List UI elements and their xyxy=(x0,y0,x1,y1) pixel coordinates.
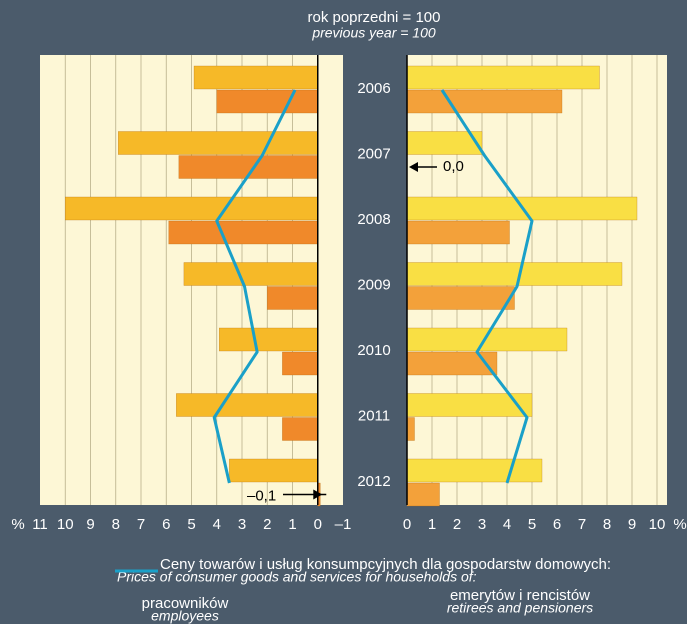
line-series xyxy=(440,89,534,484)
x-tick-label: 11 xyxy=(32,516,48,533)
x-tick-label: –1 xyxy=(335,516,352,533)
x-tick-label: 6 xyxy=(553,516,561,533)
panel-caption-en: retirees and pensioners xyxy=(447,600,593,616)
title: rok poprzedni = 100 xyxy=(307,9,440,26)
panel-caption-en: employees xyxy=(151,608,219,624)
bar xyxy=(183,262,318,286)
x-tick-label: 3 xyxy=(238,516,246,533)
panel-caption: pracowników xyxy=(142,595,229,612)
bar xyxy=(406,262,623,286)
category-label: 2012 xyxy=(357,473,390,490)
category-label: 2010 xyxy=(357,342,390,359)
x-tick-label: 7 xyxy=(578,516,586,533)
x-tick-label: 9 xyxy=(86,516,94,533)
x-tick-label: 6 xyxy=(162,516,170,533)
value-label: –0,1 xyxy=(247,487,276,504)
bar xyxy=(406,482,440,507)
line-series xyxy=(212,89,297,484)
bar xyxy=(193,65,318,90)
x-tick-label: 4 xyxy=(503,516,511,533)
x-tick-label: 1 xyxy=(288,516,296,533)
x-tick-label: 4 xyxy=(213,516,221,533)
x-tick-label: 0 xyxy=(314,516,322,533)
x-axis-unit: % xyxy=(11,516,24,533)
bar xyxy=(168,220,318,245)
category-label: 2008 xyxy=(357,211,390,228)
subtitle: previous year = 100 xyxy=(311,25,436,41)
category-label: 2009 xyxy=(357,276,390,293)
x-axis-unit: % xyxy=(673,516,686,533)
x-tick-label: 7 xyxy=(137,516,145,533)
x-tick-label: 3 xyxy=(478,516,486,533)
bar xyxy=(406,417,415,441)
value-label: 0,0 xyxy=(443,158,464,175)
x-tick-label: 5 xyxy=(187,516,195,533)
bar xyxy=(406,286,515,310)
bar xyxy=(267,286,318,310)
bar xyxy=(65,196,318,221)
bar xyxy=(229,458,318,483)
bar xyxy=(282,351,318,376)
arrow-head xyxy=(409,162,418,172)
bar xyxy=(406,89,563,114)
bar xyxy=(219,327,318,352)
legend-text: Ceny towarów i usług konsumpcyjnych dla … xyxy=(160,556,611,573)
x-tick-label: 8 xyxy=(112,516,120,533)
bar xyxy=(406,351,498,376)
x-tick-label: 9 xyxy=(628,516,636,533)
x-tick-label: 5 xyxy=(528,516,536,533)
x-tick-label: 10 xyxy=(57,516,74,533)
x-tick-label: 2 xyxy=(263,516,271,533)
legend-text-en: Prices of consumer goods and services fo… xyxy=(117,569,477,585)
x-tick-label: 2 xyxy=(453,516,461,533)
x-tick-label: 0 xyxy=(403,516,411,533)
bar xyxy=(216,89,318,114)
x-tick-label: 1 xyxy=(428,516,436,533)
bar xyxy=(118,131,318,155)
bar xyxy=(406,65,600,90)
category-label: 2011 xyxy=(358,407,390,424)
x-tick-label: 10 xyxy=(649,516,666,533)
x-tick-label: 8 xyxy=(603,516,611,533)
panel-caption: emerytów i rencistów xyxy=(450,587,590,604)
bar xyxy=(282,417,318,441)
category-label: 2006 xyxy=(357,80,390,97)
bar xyxy=(406,327,568,352)
bar xyxy=(176,393,318,417)
bar xyxy=(406,220,510,245)
bar xyxy=(406,393,533,417)
bar xyxy=(406,458,543,483)
category-label: 2007 xyxy=(357,145,390,162)
